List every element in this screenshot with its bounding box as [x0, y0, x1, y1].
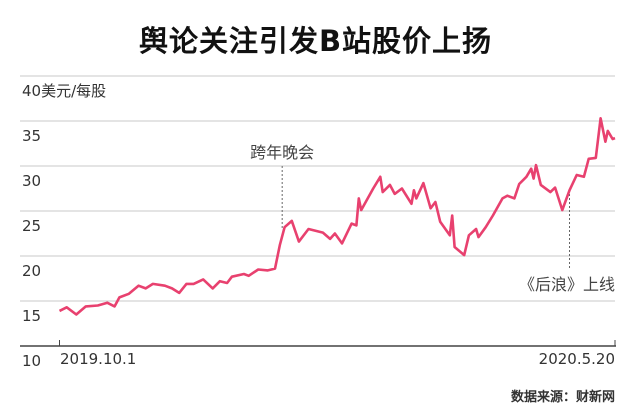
y-tick-label: 10 [22, 352, 41, 370]
x-tick-label: 2019.10.1 [60, 350, 136, 368]
y-tick-label: 20 [22, 262, 41, 280]
annotation-label: 《后浪》上线 [519, 275, 615, 294]
annotation-label: 跨年晚会 [250, 143, 314, 162]
y-tick-label: 30 [22, 172, 41, 190]
price-line [58, 117, 616, 316]
y-tick-label: 15 [22, 307, 41, 325]
x-tick-label: 2020.5.20 [539, 350, 615, 368]
y-tick-label: 25 [22, 217, 41, 235]
y-tick-label: 35 [22, 127, 41, 145]
chart-title: 舆论关注引发B站股价上扬 [138, 24, 493, 58]
y-tick-label: 40美元/每股 [22, 82, 106, 100]
data-source: 数据来源：财新网 [510, 390, 615, 405]
